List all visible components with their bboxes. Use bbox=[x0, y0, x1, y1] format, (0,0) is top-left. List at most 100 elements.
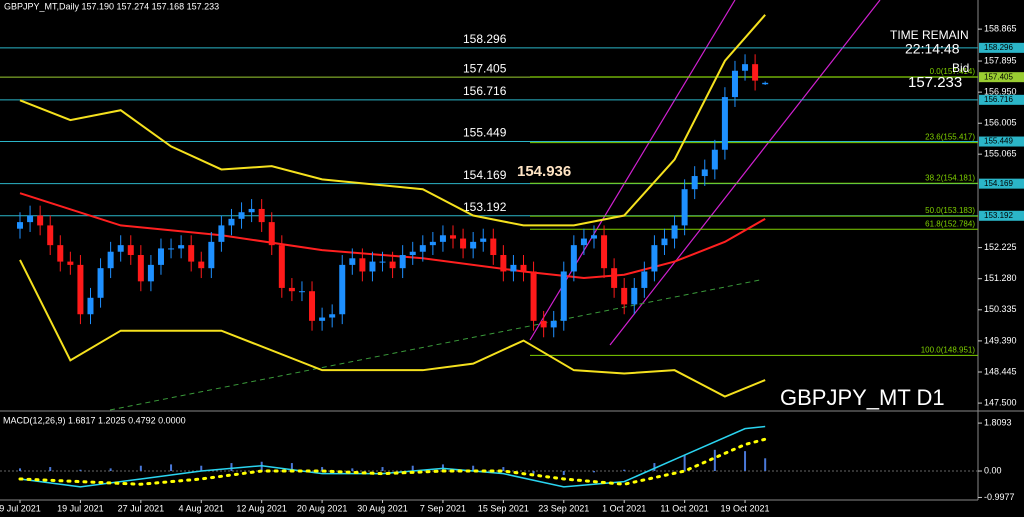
candle-body bbox=[621, 287, 628, 305]
candle-body bbox=[701, 169, 708, 177]
candle-body bbox=[17, 222, 23, 229]
candle-body bbox=[601, 235, 608, 269]
level-axis-box bbox=[979, 136, 1024, 147]
candle-body bbox=[228, 218, 235, 226]
candle-body bbox=[87, 297, 94, 315]
candle-body bbox=[550, 320, 557, 328]
level-axis-box bbox=[979, 210, 1024, 221]
symbol-label: GBPJPY_MT D1 bbox=[780, 385, 945, 410]
candle-body bbox=[742, 64, 749, 71]
candle-body bbox=[278, 245, 285, 288]
candle-body bbox=[671, 225, 678, 239]
candle-body bbox=[731, 70, 738, 98]
y-tick-label: 155.065 bbox=[984, 149, 1017, 159]
chart-title: GBPJPY_MT,Daily 157.190 157.274 157.168 … bbox=[4, 1, 219, 11]
candle-body bbox=[641, 271, 648, 288]
candle-body bbox=[470, 241, 477, 249]
y-tick-label: 151.280 bbox=[984, 273, 1017, 283]
candle-body bbox=[439, 235, 446, 242]
x-tick-label: 15 Sep 2021 bbox=[478, 503, 529, 513]
x-tick-label: 20 Aug 2021 bbox=[297, 503, 348, 513]
candle-body bbox=[77, 264, 84, 315]
x-tick-label: 27 Jul 2021 bbox=[118, 503, 165, 513]
candle-body bbox=[369, 261, 376, 272]
candle-body bbox=[379, 261, 386, 263]
macd-y-tick-label: 0.00 bbox=[984, 465, 1002, 475]
candle-body bbox=[349, 258, 356, 265]
level-label: 156.716 bbox=[463, 84, 507, 98]
fib-label: 0.0(157.414) bbox=[930, 67, 976, 76]
candle-body bbox=[580, 238, 587, 246]
candle-body bbox=[47, 225, 54, 246]
candle-body bbox=[27, 215, 34, 223]
candle-body bbox=[510, 264, 517, 272]
candle-body bbox=[691, 176, 698, 190]
candle-body bbox=[238, 212, 245, 219]
time-remaining: 22:14:48 bbox=[905, 41, 960, 57]
candle-body bbox=[309, 291, 316, 321]
candle-body bbox=[178, 245, 185, 249]
level-axis-box bbox=[979, 42, 1024, 53]
bid-price: 157.233 bbox=[908, 74, 962, 91]
level-label: 153.192 bbox=[463, 200, 507, 214]
candle-body bbox=[389, 261, 396, 269]
y-tick-label: 150.335 bbox=[984, 304, 1017, 314]
candle-body bbox=[661, 238, 668, 246]
y-tick-label: 156.005 bbox=[984, 118, 1017, 128]
fib-label: 38.2(154.181) bbox=[925, 173, 975, 182]
level-label: 155.449 bbox=[463, 126, 507, 140]
level-axis-box bbox=[979, 178, 1024, 189]
candle-body bbox=[752, 64, 759, 81]
candle-body bbox=[450, 235, 457, 239]
x-tick-label: 30 Aug 2021 bbox=[357, 503, 408, 513]
candle-body bbox=[651, 245, 658, 272]
level-axis-label: 153.192 bbox=[984, 211, 1013, 220]
candle-body bbox=[218, 225, 225, 242]
x-tick-label: 19 Oct 2021 bbox=[721, 503, 770, 513]
candle-body bbox=[560, 271, 567, 321]
level-axis-label: 157.405 bbox=[984, 72, 1013, 81]
trend-line bbox=[109, 279, 761, 411]
time-label: TIME REMAIN bbox=[890, 28, 969, 42]
y-tick-label: 152.225 bbox=[984, 242, 1017, 252]
indicator-line bbox=[19, 259, 766, 398]
candle-body bbox=[721, 97, 728, 150]
candle-body bbox=[319, 317, 326, 321]
y-tick-label: 149.390 bbox=[984, 335, 1017, 345]
level-axis-box bbox=[979, 72, 1024, 83]
y-tick-label: 147.500 bbox=[984, 397, 1017, 407]
bid-label: Bid bbox=[952, 61, 969, 75]
fib-label: 100.0(148.951) bbox=[921, 345, 976, 354]
x-tick-label: 9 Jul 2021 bbox=[0, 503, 41, 513]
level-axis-label: 158.296 bbox=[984, 43, 1013, 52]
candle-body bbox=[248, 208, 255, 213]
candle-body bbox=[127, 245, 134, 256]
channel-line bbox=[609, 0, 881, 346]
candle-body bbox=[157, 248, 164, 265]
candle-body bbox=[611, 268, 618, 288]
candle-body bbox=[107, 251, 114, 269]
x-tick-label: 19 Jul 2021 bbox=[57, 503, 104, 513]
candle-body bbox=[268, 222, 275, 246]
level-label: 154.169 bbox=[463, 168, 507, 182]
candle-body bbox=[147, 264, 154, 282]
candle-body bbox=[631, 287, 638, 305]
level-label: 158.296 bbox=[463, 32, 507, 46]
candle-body bbox=[409, 251, 416, 256]
candle-body bbox=[681, 189, 688, 226]
candle-body bbox=[520, 264, 527, 272]
candle-body bbox=[359, 258, 366, 272]
y-tick-label: 158.865 bbox=[984, 23, 1017, 33]
candle-body bbox=[762, 82, 769, 85]
macd-line bbox=[18, 437, 767, 486]
candle-body bbox=[168, 248, 175, 250]
candle-body bbox=[97, 268, 104, 298]
y-tick-label: 148.445 bbox=[984, 366, 1017, 376]
candle-body bbox=[198, 261, 205, 269]
highlight-price: 154.936 bbox=[517, 163, 571, 180]
level-label: 157.405 bbox=[463, 61, 507, 75]
candle-body bbox=[288, 287, 295, 292]
candle-body bbox=[329, 314, 336, 318]
